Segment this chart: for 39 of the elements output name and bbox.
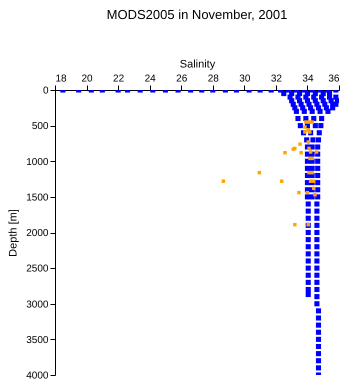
point xyxy=(299,150,303,154)
point xyxy=(304,120,308,124)
x-tick-label: 28 xyxy=(208,74,220,84)
point xyxy=(298,142,302,146)
y-tick-label: 3500 xyxy=(26,334,49,346)
chart-title: MODS2005 in November, 2001 xyxy=(106,7,288,22)
y-tick-label: 0 xyxy=(42,86,49,96)
y-tick-label: 1000 xyxy=(26,156,49,168)
y-tick-label: 4000 xyxy=(26,370,49,382)
point xyxy=(297,190,301,194)
y-tick-label: 2500 xyxy=(26,264,49,275)
point xyxy=(310,170,314,174)
point xyxy=(280,179,284,183)
y-tick-label: 500 xyxy=(32,121,49,132)
x-tick-label: 34 xyxy=(302,74,314,84)
x-axis-title: Salinity xyxy=(180,58,216,70)
point xyxy=(312,186,316,190)
x-tick-label: 20 xyxy=(81,74,94,84)
x-tick-label: 26 xyxy=(176,74,188,84)
x-tick-label: 30 xyxy=(239,74,251,84)
y-axis-title: Depth [m] xyxy=(7,209,20,257)
x-tick-label: 18 xyxy=(56,74,68,84)
y-tick-label: 1500 xyxy=(26,192,49,204)
y-tick-label: 2000 xyxy=(26,228,49,239)
point xyxy=(312,179,316,183)
y-tick-label: 3000 xyxy=(26,299,49,310)
point xyxy=(293,222,297,226)
x-tick-label: 22 xyxy=(113,74,125,84)
point xyxy=(303,130,307,134)
x-tick-label: 24 xyxy=(144,74,156,84)
point xyxy=(306,190,310,194)
point xyxy=(303,125,307,129)
point xyxy=(310,120,314,124)
point xyxy=(307,146,311,150)
point xyxy=(222,179,226,183)
x-tick-label: 32 xyxy=(270,74,282,84)
point xyxy=(258,170,262,174)
x-tick-label: 36 xyxy=(328,74,340,84)
point xyxy=(283,150,287,154)
